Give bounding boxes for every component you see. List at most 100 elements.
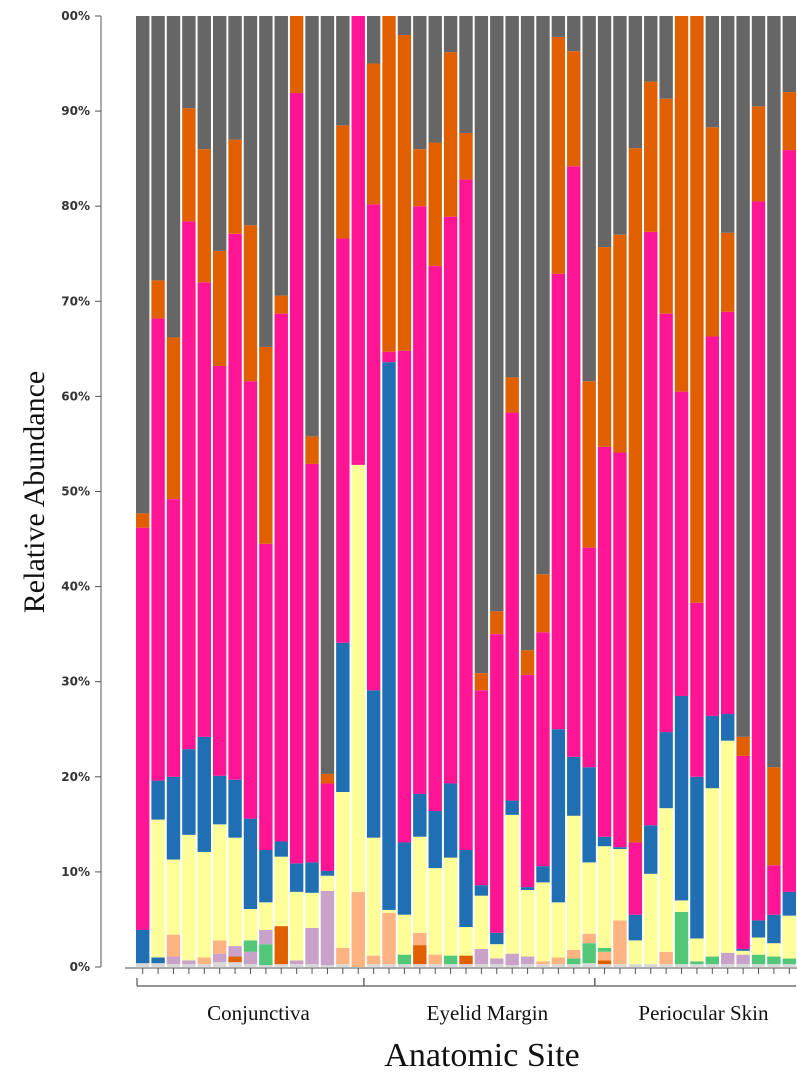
- bar-segment: [767, 914, 781, 944]
- bar-segment: [582, 862, 596, 934]
- y-tick-label: 20%: [61, 770, 90, 784]
- bar-segment: [428, 142, 442, 267]
- bar-segment: [690, 602, 704, 777]
- bar-segment: [243, 964, 258, 967]
- bar-segment: [274, 964, 288, 967]
- bar-segment: [428, 868, 442, 955]
- bar-segment: [613, 847, 627, 850]
- bar-segment: [366, 837, 381, 956]
- bar-segment: [397, 964, 412, 967]
- bar-segment: [505, 814, 519, 954]
- bar-segment: [536, 632, 550, 867]
- sample-bar: [151, 16, 165, 967]
- bar-segment: [751, 920, 766, 938]
- bar-segment: [628, 842, 643, 915]
- bar-segment: [474, 895, 489, 949]
- bar-segment: [243, 381, 258, 819]
- bar-segment: [197, 149, 211, 283]
- bar-segment: [782, 891, 796, 916]
- sample-bar: [690, 16, 704, 967]
- bar-segment: [182, 964, 196, 967]
- bar-segment: [166, 499, 181, 777]
- bar-segment: [659, 98, 673, 314]
- bar-segment: [166, 934, 181, 957]
- sample-bar: [443, 16, 458, 967]
- bar-segment: [705, 715, 720, 789]
- bar-segment: [705, 16, 720, 128]
- bar-segment: [351, 461, 365, 465]
- bar-segment: [736, 16, 750, 737]
- bar-segment: [243, 908, 258, 941]
- bar-segment: [767, 865, 781, 915]
- bar-segment: [597, 16, 612, 248]
- bar-segment: [151, 963, 165, 967]
- sample-bar: [674, 16, 689, 967]
- sample-bar: [567, 16, 581, 967]
- sample-bar: [182, 16, 196, 967]
- bar-segment: [382, 16, 396, 352]
- bar-segment: [520, 889, 535, 957]
- bar-segment: [567, 964, 581, 967]
- group-bracket: Periocular Skin: [594, 978, 796, 1025]
- bar-segment: [397, 35, 412, 351]
- bar-segment: [613, 452, 627, 848]
- bar-segment: [166, 337, 181, 500]
- bar-segment: [597, 846, 612, 948]
- bar-segment: [228, 16, 242, 140]
- bar-segment: [336, 16, 350, 126]
- bar-segment: [428, 811, 442, 869]
- bar-segment: [274, 926, 288, 965]
- bar-segment: [182, 960, 196, 965]
- bar-segment: [520, 964, 535, 967]
- bar-segment: [628, 148, 643, 843]
- bar-segment: [197, 957, 211, 965]
- bar-segment: [336, 792, 350, 948]
- bar-segment: [274, 16, 288, 296]
- bar-segment: [413, 206, 427, 794]
- bar-segment: [674, 911, 689, 965]
- sample-bar: [366, 16, 381, 967]
- bar-segment: [197, 282, 211, 737]
- bar-segment: [397, 954, 412, 965]
- bar-segment: [182, 16, 196, 109]
- bar-segment: [721, 311, 735, 715]
- bar-segment: [597, 947, 612, 952]
- bar-segment: [259, 16, 273, 347]
- bar-segment: [751, 954, 766, 965]
- bar-segment: [690, 776, 704, 939]
- bar-segment: [505, 377, 519, 413]
- sample-bar: [782, 16, 796, 967]
- bar-segment: [212, 16, 227, 251]
- bar-segment: [382, 909, 396, 913]
- bar-segment: [520, 650, 535, 676]
- bar-segment: [767, 964, 781, 967]
- bar-segment: [243, 225, 258, 382]
- bar-segment: [582, 767, 596, 863]
- bar-segment: [782, 150, 796, 892]
- bar-segment: [320, 773, 335, 784]
- sample-bar: [613, 16, 627, 967]
- bar-segment: [644, 81, 658, 232]
- y-tick-label: 60%: [61, 389, 90, 403]
- bar-segment: [351, 464, 365, 892]
- bar-segment: [690, 964, 704, 967]
- bar-segment: [567, 949, 581, 959]
- bar-segment: [474, 964, 489, 967]
- bar-segment: [228, 779, 242, 838]
- bar-segment: [274, 856, 288, 927]
- bar-segment: [305, 463, 319, 863]
- bar-segment: [320, 783, 335, 871]
- bar-segment: [782, 958, 796, 965]
- bar-segment: [443, 52, 458, 217]
- bar-segment: [597, 446, 612, 837]
- bar-segment: [690, 961, 704, 965]
- bar-segment: [674, 16, 689, 392]
- bar-segment: [305, 862, 319, 893]
- bar-segment: [490, 964, 504, 967]
- bar-segment: [243, 951, 258, 965]
- bar-segment: [674, 695, 689, 901]
- bar-segment: [397, 842, 412, 915]
- bar-segment: [751, 964, 766, 967]
- bar-segment: [597, 836, 612, 847]
- bar-segment: [474, 690, 489, 886]
